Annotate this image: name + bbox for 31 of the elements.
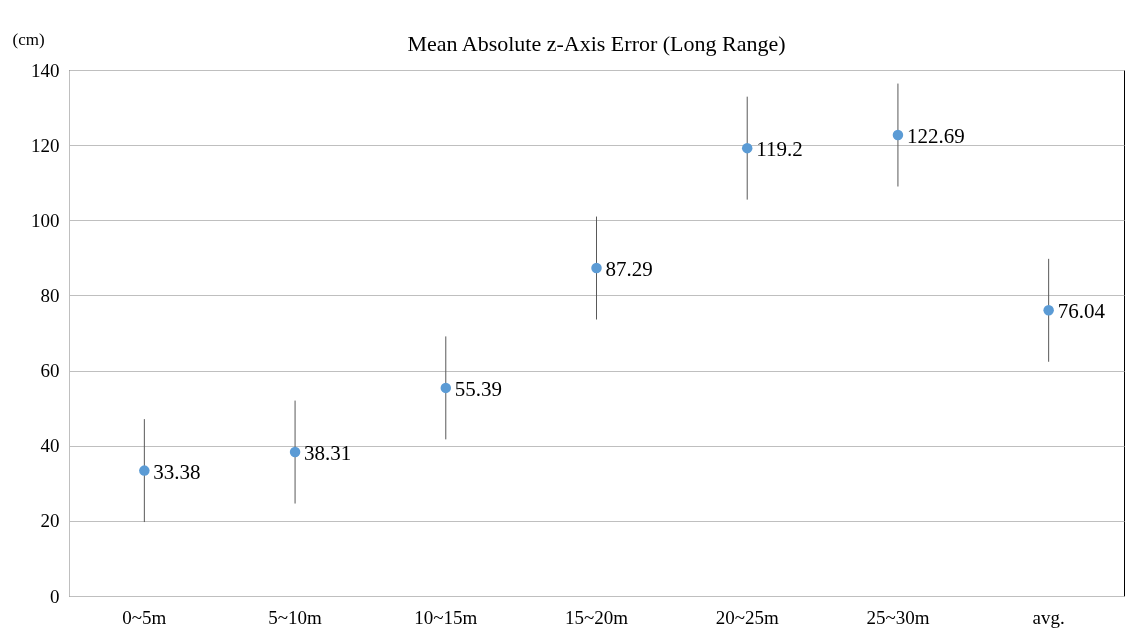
point <box>289 446 301 458</box>
point <box>1043 305 1054 316</box>
y-tick-label: 80 <box>40 284 60 306</box>
point <box>440 382 452 394</box>
x-tick-label: 15~20m <box>564 606 629 628</box>
point <box>741 142 753 154</box>
x-tick-label: 0~5m <box>122 606 167 628</box>
y-tick-label: 40 <box>40 435 60 457</box>
y-tick-label: 0 <box>50 585 60 607</box>
y-tick-label: 120 <box>31 134 60 156</box>
y-tick-label: 140 <box>31 59 60 81</box>
x-tick-label: avg. <box>1032 606 1065 628</box>
point <box>892 129 904 141</box>
x-tick-label: 25~30m <box>866 606 930 628</box>
point <box>591 262 602 274</box>
chart-title: Mean Absolute z-Axis Error (Long Range) <box>407 31 786 56</box>
data-label: 122.69 <box>906 124 965 149</box>
point <box>139 465 150 476</box>
data-label: 119.2 <box>756 137 803 162</box>
data-label: 38.31 <box>304 441 352 466</box>
y-tick-label: 20 <box>40 510 60 532</box>
y-axis-title: (cm) <box>12 29 45 49</box>
data-label: 33.38 <box>153 459 201 484</box>
x-tick-label: 10~15m <box>414 606 478 628</box>
y-tick-label: 100 <box>31 209 60 231</box>
y-tick-label: 60 <box>40 360 60 382</box>
data-label: 87.29 <box>605 257 653 282</box>
data-label: 76.04 <box>1057 299 1106 324</box>
data-label: 55.39 <box>454 376 503 401</box>
x-tick-label: 5~10m <box>268 606 323 628</box>
x-tick-label: 20~25m <box>715 606 779 628</box>
